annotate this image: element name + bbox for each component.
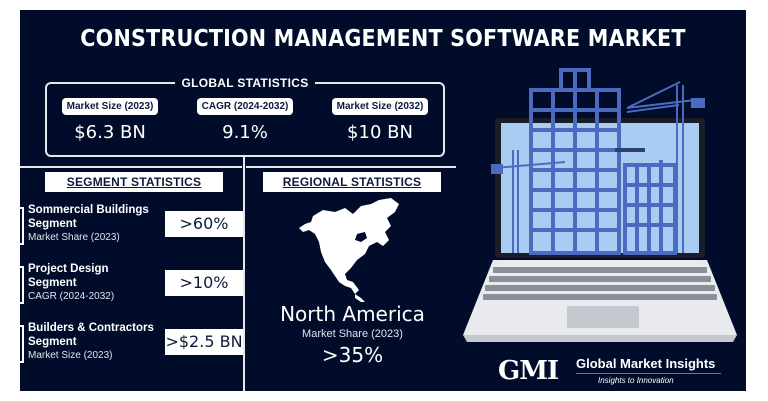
region-metric: Market Share (2023) <box>302 328 403 340</box>
segment-value: >$2.5 BN <box>165 329 243 355</box>
segment-value: >10% <box>165 270 243 296</box>
bracket-mark <box>20 325 24 363</box>
stat-label: Market Size (2023) <box>61 98 159 115</box>
vertical-divider <box>243 166 245 391</box>
logo-tagline: Insights to Innovation <box>598 376 674 385</box>
regional-statistics-heading: REGIONAL STATISTICS <box>263 172 441 192</box>
segment-name: Segment <box>28 277 77 289</box>
segment-metric: Market Size (2023) <box>28 350 113 361</box>
global-statistics-heading: GLOBAL STATISTICS <box>175 76 315 90</box>
stat-value: $10 BN <box>347 122 413 143</box>
stat-cagr: CAGR (2024-2032) 9.1% <box>190 96 300 143</box>
stat-value: $6.3 BN <box>74 122 146 143</box>
segment-row: Builders & Contractors Segment Market Si… <box>20 321 243 367</box>
segment-statistics-heading: SEGMENT STATISTICS <box>45 172 223 192</box>
segment-name: Builders & Contractors <box>28 322 154 334</box>
logo-mark: GMI <box>498 356 559 386</box>
logo-rule <box>576 373 721 374</box>
segment-name: Segment <box>28 218 77 230</box>
global-statistics-box: GLOBAL STATISTICS Market Size (2023) $6.… <box>45 76 445 157</box>
segment-name: Sommercial Buildings <box>28 204 149 216</box>
stat-value: 9.1% <box>222 122 268 143</box>
north-america-map-icon <box>299 198 399 302</box>
stat-market-size-2023: Market Size (2023) $6.3 BN <box>55 96 165 143</box>
segment-metric: CAGR (2024-2032) <box>28 291 115 302</box>
region-name: North America <box>280 302 425 326</box>
page-title: CONSTRUCTION MANAGEMENT SOFTWARE MARKET <box>80 26 686 52</box>
stat-market-size-2032: Market Size (2032) $10 BN <box>325 96 435 143</box>
bracket-mark <box>20 207 24 245</box>
segment-row: Project Design Segment CAGR (2024-2032) … <box>20 262 243 308</box>
segment-text: Project Design Segment CAGR (2024-2032) <box>28 262 114 304</box>
stat-label: Market Size (2032) <box>331 98 429 115</box>
gmi-logo: GMI Global Market Insights Insights to I… <box>498 352 728 390</box>
divider-line <box>20 166 242 168</box>
logo-name: Global Market Insights <box>576 356 716 371</box>
connector-line <box>243 157 245 167</box>
segment-row: Sommercial Buildings Segment Market Shar… <box>20 203 243 249</box>
segment-metric: Market Share (2023) <box>28 232 120 243</box>
segment-text: Builders & Contractors Segment Market Si… <box>28 321 154 363</box>
laptop-construction-illustration <box>463 68 737 342</box>
segment-text: Sommercial Buildings Segment Market Shar… <box>28 203 149 245</box>
segment-name: Segment <box>28 336 77 348</box>
segment-name: Project Design <box>28 263 109 275</box>
divider-line <box>246 166 456 168</box>
region-value: >35% <box>321 343 384 367</box>
global-statistics-label: GLOBAL STATISTICS <box>47 74 443 92</box>
bracket-mark <box>20 266 24 304</box>
infographic-panel: CONSTRUCTION MANAGEMENT SOFTWARE MARKET … <box>20 10 746 391</box>
stat-label: CAGR (2024-2032) <box>196 98 294 115</box>
segment-value: >60% <box>165 211 243 237</box>
